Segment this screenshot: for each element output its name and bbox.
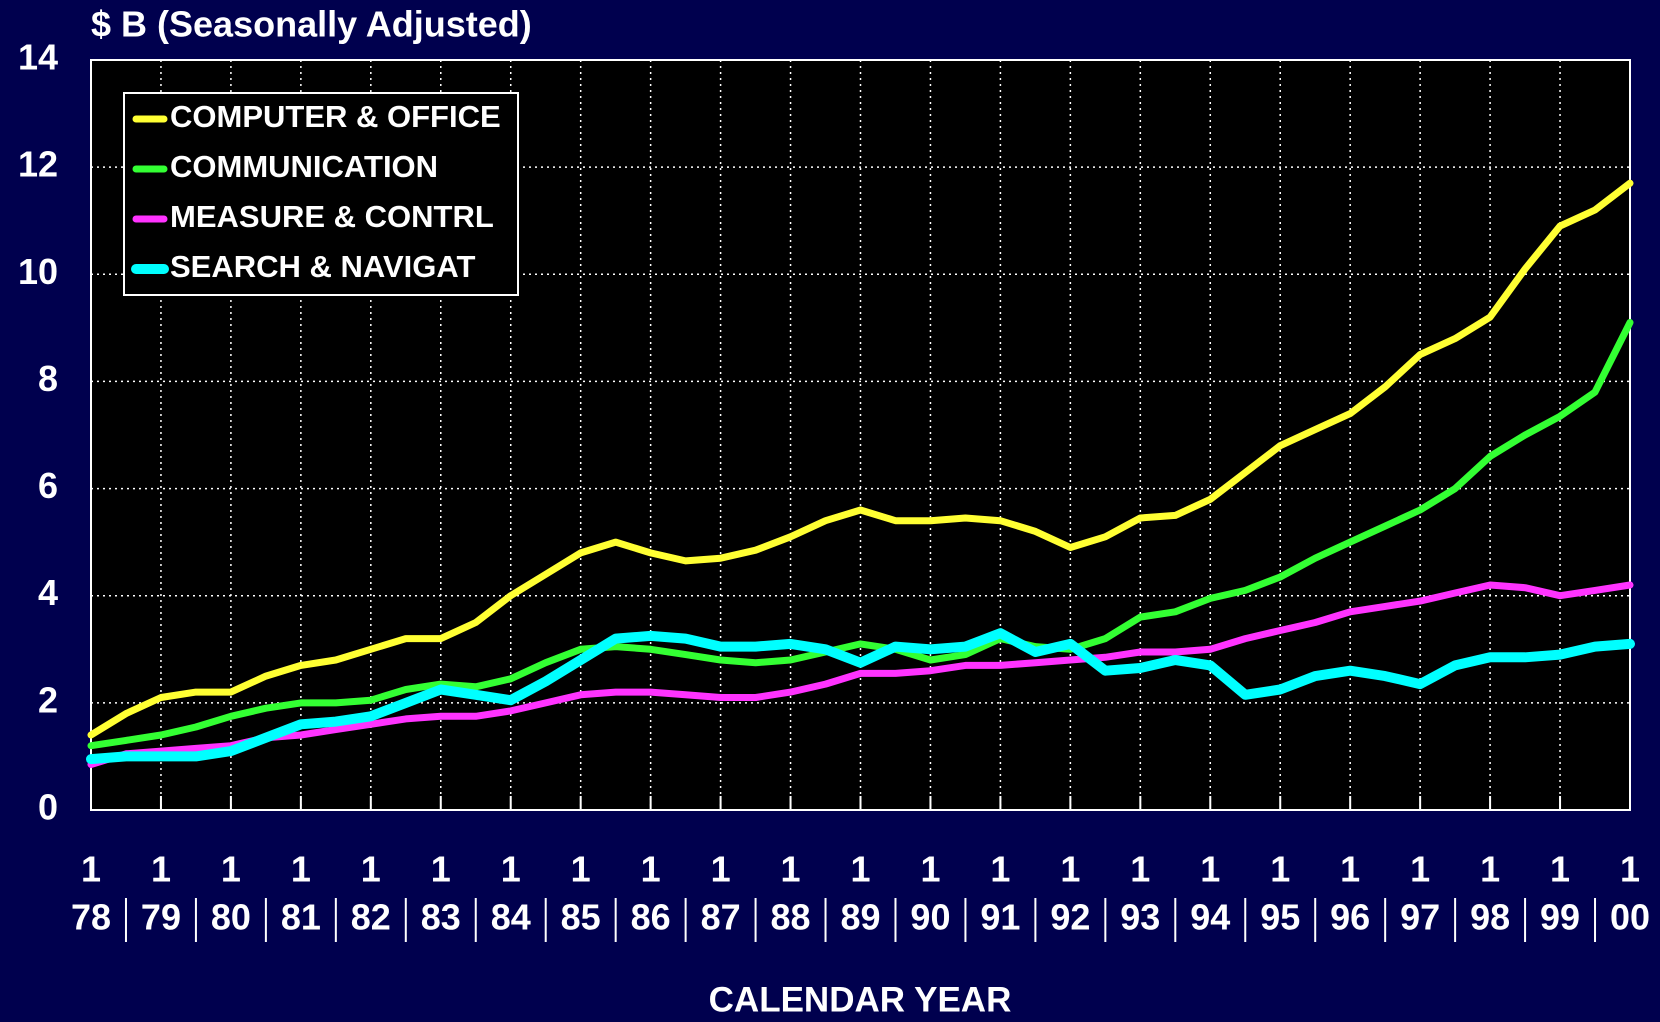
series-line [87,319,1634,750]
x-tick-month: 1 [1130,849,1150,890]
x-tick-month: 1 [151,849,171,890]
y-tick-label: 12 [18,144,58,185]
x-tick-month: 1 [1550,849,1570,890]
x-tick-month: 1 [1410,849,1430,890]
x-tick-label: 88 [771,897,811,938]
x-tick-label: 90 [910,897,950,938]
x-tick-label: 84 [491,897,531,938]
x-tick-label: 94 [1190,897,1230,938]
x-tick-label: 91 [980,897,1020,938]
y-tick-label: 0 [38,787,58,828]
x-tick-label: 80 [211,897,251,938]
legend-label: MEASURE & CONTRL [170,199,494,234]
x-tick-month: 1 [781,849,801,890]
x-tick-month: 1 [1200,849,1220,890]
x-tick-month: 1 [1620,849,1640,890]
legend-box [123,92,519,296]
x-tick-label: 89 [840,897,880,938]
x-axis-label: CALENDAR YEAR [709,980,1012,1019]
series-line [87,581,1634,768]
x-tick-label: 00 [1610,897,1650,938]
x-tick-label: 93 [1120,897,1160,938]
x-tick-month: 1 [1480,849,1500,890]
x-tick-label: 81 [281,897,321,938]
x-tick-month: 1 [1270,849,1290,890]
plot-border [90,59,1631,811]
x-tick-label: 85 [561,897,601,938]
x-tick-label: 97 [1400,897,1440,938]
x-tick-month: 1 [571,849,591,890]
x-tick-label: 86 [631,897,671,938]
series-line [87,179,1634,739]
chart-title: $ B (Seasonally Adjusted) [91,4,532,45]
series-line [86,628,1635,765]
x-tick-label: 79 [141,897,181,938]
x-tick-month: 1 [81,849,101,890]
x-tick-label: 92 [1050,897,1090,938]
x-tick-label: 99 [1540,897,1580,938]
x-tick-month: 1 [711,849,731,890]
x-tick-month: 1 [920,849,940,890]
x-tick-month: 1 [1060,849,1080,890]
x-tick-month: 1 [850,849,870,890]
y-tick-label: 6 [38,465,58,506]
x-tick-label: 95 [1260,897,1300,938]
y-tick-label: 8 [38,358,58,399]
y-tick-label: 4 [38,572,58,613]
x-tick-label: 83 [421,897,461,938]
legend-label: COMPUTER & OFFICE [170,99,501,134]
x-tick-month: 1 [501,849,521,890]
x-tick-month: 1 [641,849,661,890]
x-tick-month: 1 [291,849,311,890]
y-tick-label: 2 [38,679,58,720]
y-tick-label: 14 [18,37,58,78]
x-tick-label: 78 [71,897,111,938]
x-tick-month: 1 [1340,849,1360,890]
y-tick-label: 10 [18,251,58,292]
x-tick-label: 87 [701,897,741,938]
x-tick-month: 1 [361,849,381,890]
x-tick-label: 96 [1330,897,1370,938]
x-tick-month: 1 [221,849,241,890]
x-tick-label: 98 [1470,897,1510,938]
x-tick-month: 1 [990,849,1010,890]
legend-label: COMMUNICATION [170,149,438,184]
x-tick-month: 1 [431,849,451,890]
legend-label: SEARCH & NAVIGAT [170,249,475,284]
x-tick-label: 82 [351,897,391,938]
